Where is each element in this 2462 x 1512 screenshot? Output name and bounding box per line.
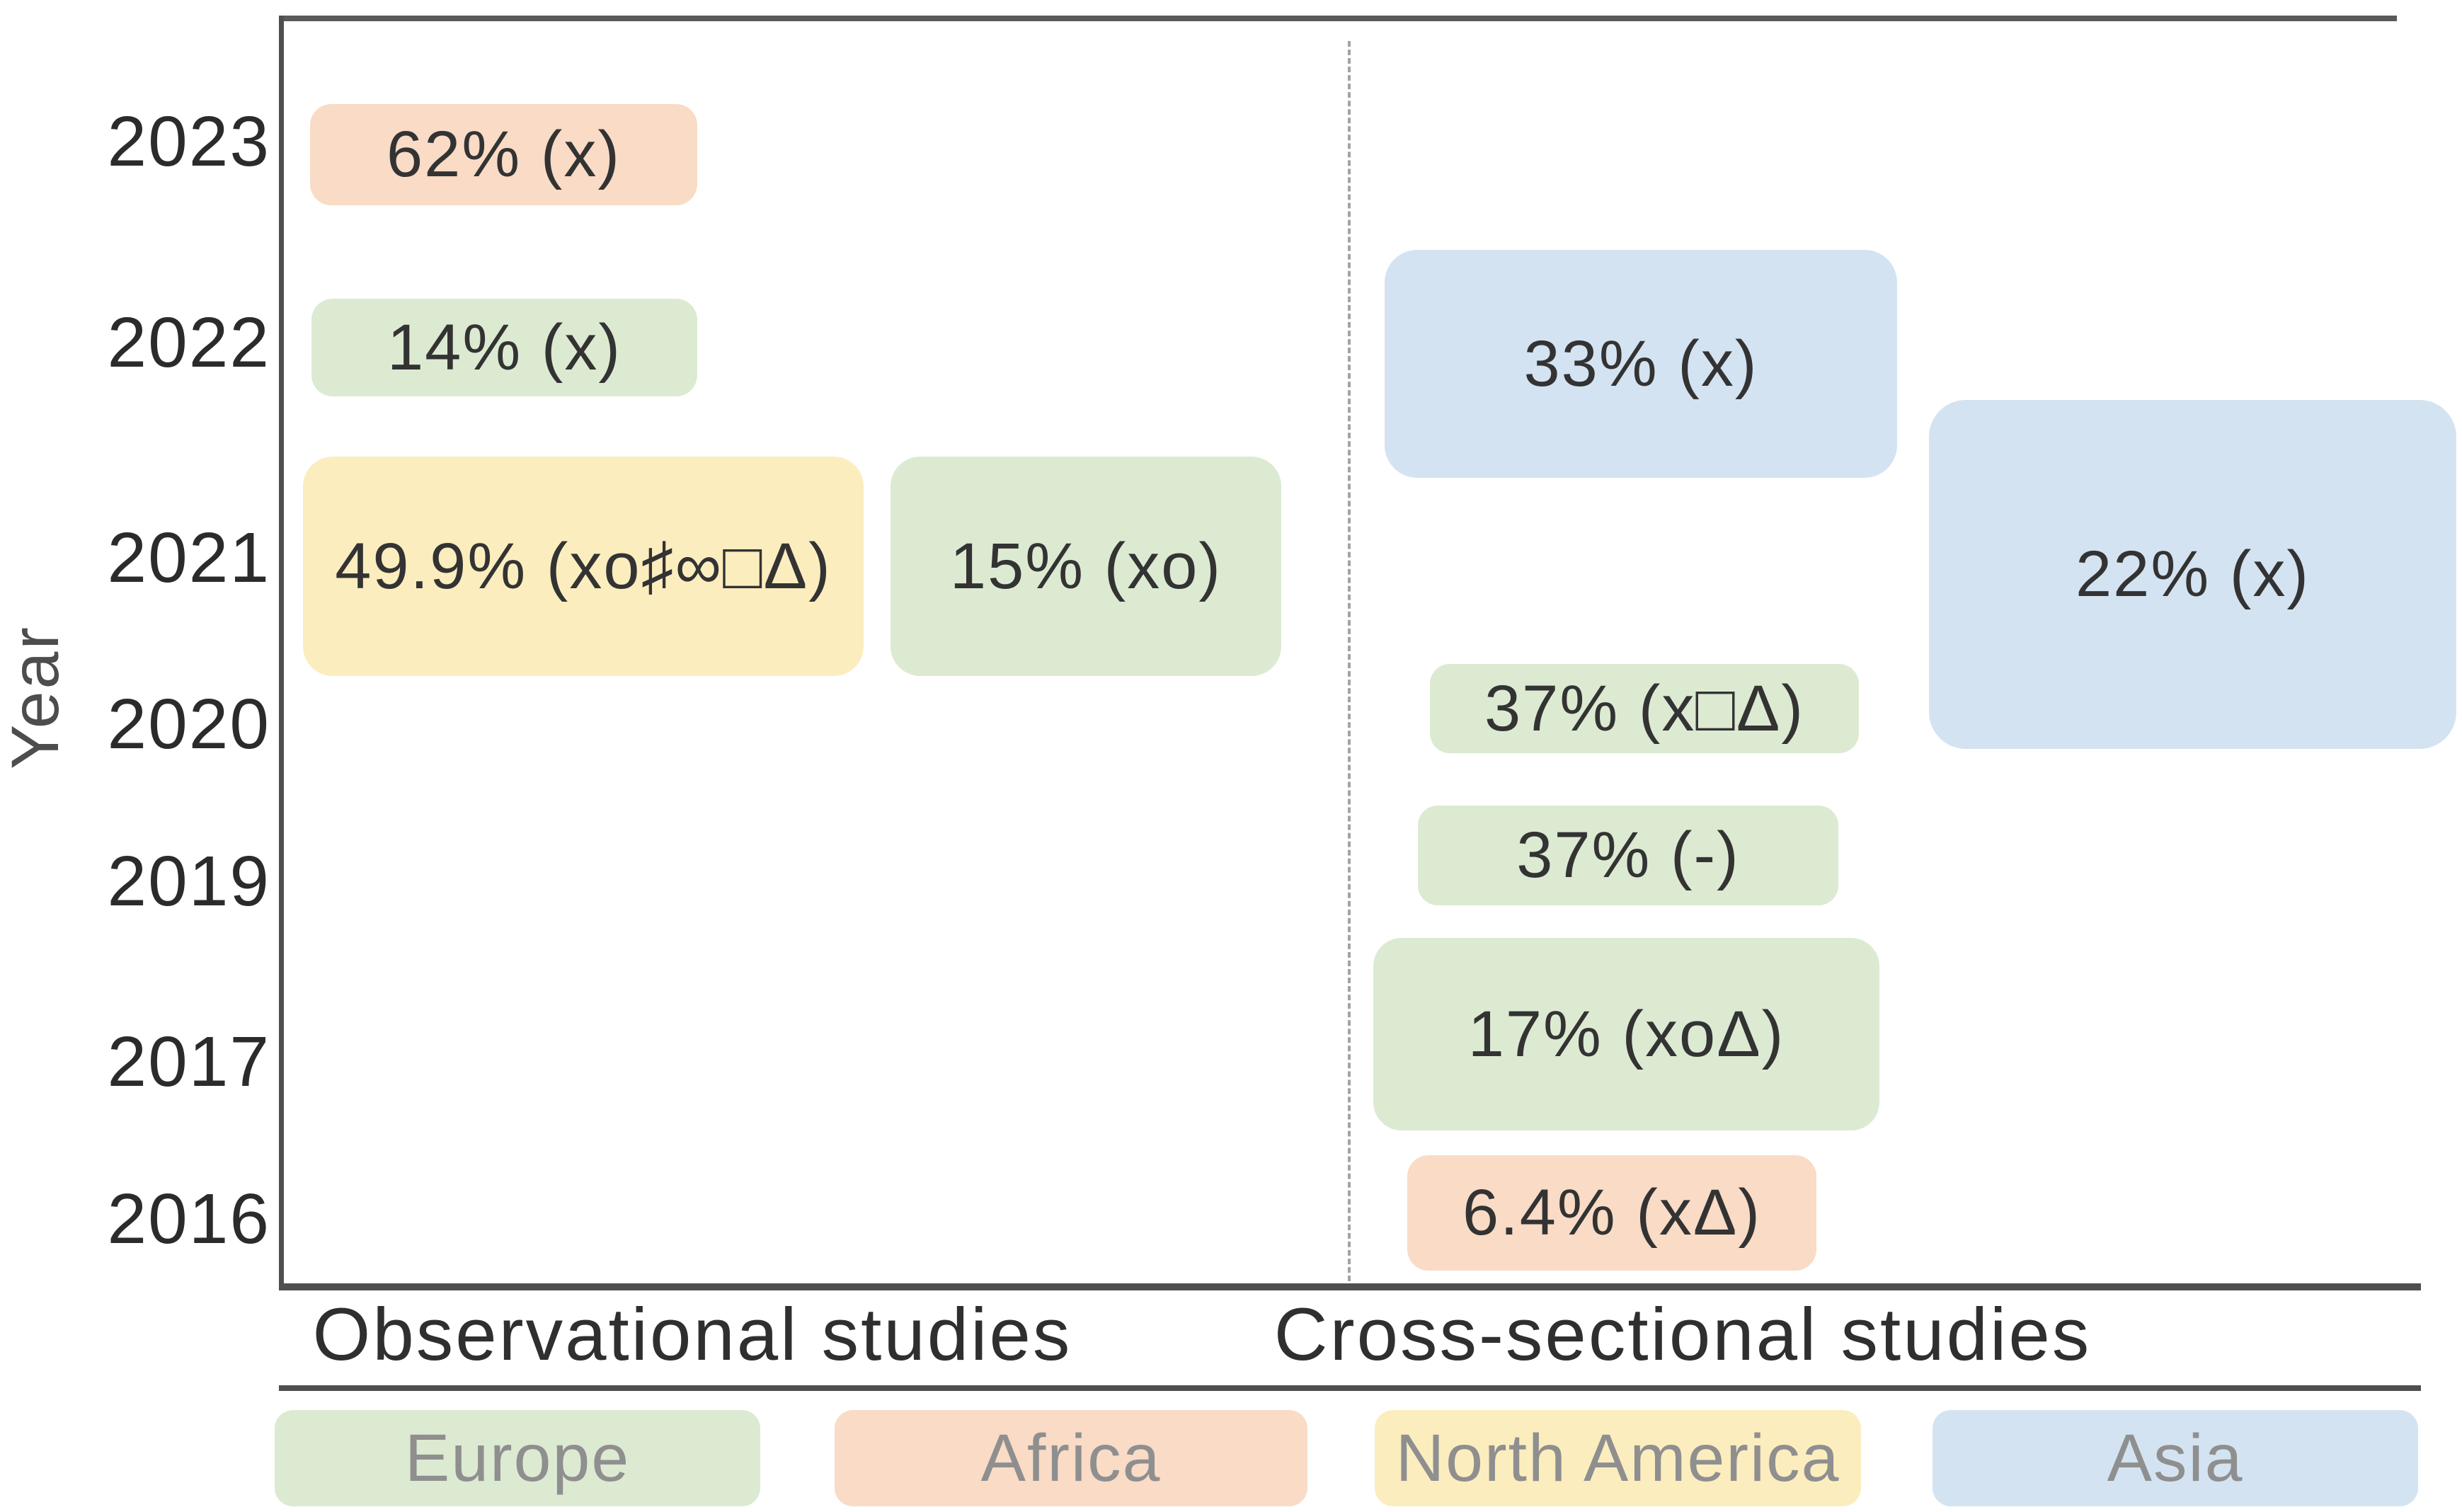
study-box-2021-europe-15pct: 15% (xo)	[891, 457, 1281, 676]
legend-divider-line	[279, 1385, 2421, 1391]
study-box-2020-europe-37pct: 37% (x□Δ)	[1430, 664, 1859, 753]
study-box-2021-north-america-49pct: 49.9% (xo♯∞□Δ)	[303, 457, 864, 676]
study-box-2021-asia-22pct: 22% (x)	[1929, 400, 2456, 749]
x-axis-line	[279, 1283, 2421, 1290]
study-box-2019-europe-37pct: 37% (-)	[1418, 806, 1838, 905]
year-tick-2023: 2023	[107, 102, 270, 181]
study-box-2016-africa-6-4pct: 6.4% (xΔ)	[1407, 1155, 1816, 1271]
legend-item-africa: Africa	[835, 1410, 1307, 1506]
plot-top-border	[279, 16, 2397, 21]
study-box-2022-asia-33pct: 33% (x)	[1385, 250, 1897, 478]
study-box-2023-africa-62pct: 62% (x)	[310, 104, 697, 205]
year-tick-2020: 2020	[107, 685, 270, 764]
year-tick-2019: 2019	[107, 842, 270, 921]
legend-item-europe: Europe	[275, 1410, 760, 1506]
section-label-observational: Observational studies	[312, 1293, 1072, 1376]
legend-item-north-america: North America	[1375, 1410, 1861, 1506]
legend-item-asia: Asia	[1933, 1410, 2418, 1506]
year-tick-2017: 2017	[107, 1022, 270, 1101]
section-divider-dashed-line	[1348, 41, 1351, 1281]
year-tick-2016: 2016	[107, 1179, 270, 1259]
section-label-cross-sectional: Cross-sectional studies	[1273, 1293, 2092, 1376]
year-tick-2021: 2021	[107, 518, 270, 597]
year-tick-2022: 2022	[107, 303, 270, 382]
y-axis-line	[279, 16, 284, 1290]
study-box-2022-europe-14pct: 14% (x)	[311, 299, 697, 396]
study-box-2017-europe-17pct: 17% (xoΔ)	[1373, 938, 1879, 1130]
